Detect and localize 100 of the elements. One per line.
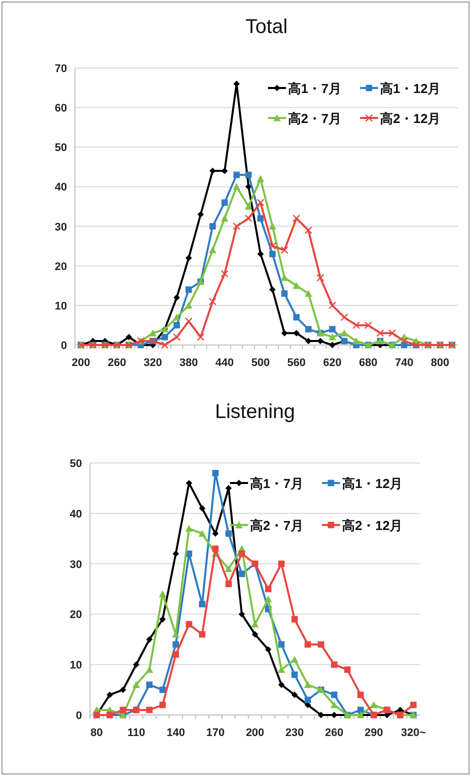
- point: [291, 671, 298, 678]
- point: [225, 580, 232, 588]
- point: [304, 681, 312, 688]
- point: [376, 329, 384, 337]
- x-tick-label: 80: [90, 727, 103, 739]
- point: [257, 215, 264, 222]
- point: [278, 560, 285, 567]
- y-tick-label: 50: [70, 458, 82, 470]
- point: [146, 682, 153, 688]
- point: [160, 341, 169, 349]
- legend-label: 高2・7月: [250, 518, 304, 533]
- x-tick-label: 320: [144, 357, 162, 369]
- point: [278, 682, 285, 688]
- point: [364, 321, 372, 330]
- x-tick-label: 200: [72, 357, 90, 369]
- point: [245, 184, 252, 190]
- point: [410, 702, 417, 708]
- point: [186, 254, 192, 262]
- y-tick-label: 20: [54, 260, 67, 273]
- point: [318, 712, 324, 718]
- point: [269, 286, 276, 293]
- point: [265, 646, 272, 653]
- legend-label: 高2・12月: [380, 111, 441, 126]
- point: [251, 620, 259, 628]
- point: [331, 661, 338, 668]
- x-tick-label: 440: [215, 357, 234, 369]
- x-tick-label: 170: [206, 727, 225, 739]
- point: [184, 317, 193, 326]
- x-tick-label: 110: [127, 727, 146, 739]
- point: [220, 214, 228, 222]
- point: [149, 329, 156, 336]
- point: [186, 286, 192, 293]
- x-tick-label: 260: [325, 727, 344, 739]
- point: [280, 246, 288, 254]
- point: [344, 666, 351, 673]
- point: [199, 505, 206, 512]
- point: [268, 242, 276, 250]
- point: [221, 168, 228, 174]
- point: [212, 470, 219, 476]
- point: [159, 702, 166, 708]
- point: [212, 530, 219, 537]
- x-tick-label: 620: [323, 357, 342, 369]
- point: [106, 692, 113, 698]
- x-tick-label: 260: [108, 357, 126, 369]
- point: [158, 590, 166, 598]
- point: [264, 595, 272, 602]
- point: [352, 337, 360, 344]
- point: [281, 330, 288, 336]
- legend-label: 高2・12月: [342, 518, 403, 533]
- y-tick-label: 40: [54, 182, 67, 194]
- legend-label: 高2・7月: [288, 111, 342, 126]
- point: [238, 611, 245, 618]
- point: [370, 701, 378, 708]
- point: [328, 333, 336, 340]
- point: [159, 616, 166, 622]
- point: [305, 326, 312, 332]
- point: [186, 621, 192, 628]
- y-tick-label: 10: [70, 660, 82, 672]
- point: [265, 586, 272, 592]
- y-tick-label: 10: [54, 300, 67, 312]
- y-tick-label: 30: [54, 221, 67, 234]
- point: [330, 701, 338, 708]
- point: [278, 666, 286, 673]
- x-tick-label: 740: [394, 357, 414, 369]
- point: [400, 337, 408, 345]
- point: [291, 616, 298, 622]
- point: [293, 314, 300, 320]
- chart-title: Listening: [214, 401, 296, 423]
- point: [304, 696, 311, 704]
- point: [317, 338, 324, 344]
- point: [256, 198, 264, 206]
- y-tick-label: 40: [70, 508, 82, 520]
- point: [304, 290, 312, 297]
- point: [196, 333, 204, 341]
- point: [278, 641, 285, 648]
- point: [245, 172, 252, 178]
- point: [316, 274, 324, 282]
- point: [133, 661, 140, 668]
- point: [198, 530, 206, 537]
- y-tick-label: 30: [70, 558, 82, 571]
- x-tick-label: 200: [246, 727, 264, 739]
- x-tick-label: 500: [251, 357, 270, 369]
- chart-title: Total: [245, 16, 288, 38]
- x-tick-label: 800: [430, 357, 450, 369]
- point: [232, 222, 240, 230]
- point: [238, 570, 245, 578]
- point: [357, 692, 364, 698]
- point: [172, 333, 181, 341]
- point: [174, 322, 180, 328]
- point: [292, 214, 300, 222]
- point: [146, 636, 153, 643]
- point: [197, 211, 204, 218]
- point: [238, 550, 245, 557]
- point: [388, 329, 396, 337]
- point: [290, 656, 298, 663]
- point: [209, 168, 216, 174]
- point: [256, 175, 264, 182]
- point: [209, 223, 216, 230]
- point: [281, 290, 288, 297]
- x-tick-label: 140: [166, 727, 185, 739]
